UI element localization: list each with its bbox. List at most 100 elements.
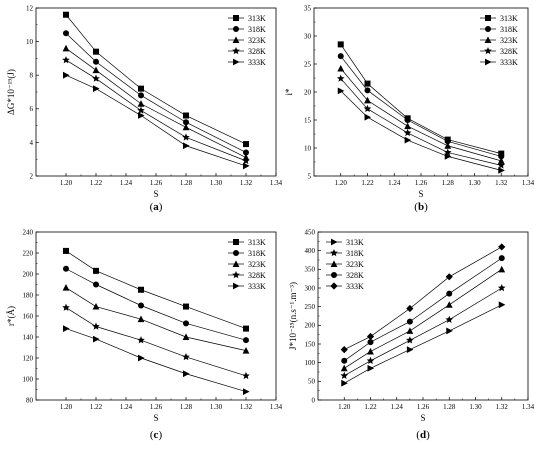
y-tick-label: 120: [23, 354, 34, 362]
y-tick-label: 250: [305, 303, 316, 311]
data-point-318K: [364, 87, 371, 94]
legend-label: 318K: [346, 249, 364, 258]
x-tick-label: 1.22: [361, 179, 374, 187]
data-point-318K: [497, 284, 506, 292]
x-tick-label: 1.24: [388, 179, 401, 187]
legend-label: 333K: [346, 282, 364, 291]
data-point-313K: [138, 286, 144, 293]
data-point-313K: [93, 48, 99, 55]
legend-marker: [232, 47, 240, 55]
legend-marker: [330, 260, 338, 267]
data-point-333K: [404, 136, 412, 144]
data-point-328K: [62, 303, 70, 311]
y-tick-label: 50: [308, 378, 316, 386]
data-point-328K: [497, 161, 506, 169]
panel-caption: (d): [416, 429, 430, 441]
data-point-318K: [498, 153, 505, 160]
series-line-328K: [344, 257, 502, 362]
series-line-313K: [65, 250, 247, 329]
legend-label: 313K: [248, 14, 266, 23]
y-tick-label: 6: [30, 105, 34, 113]
data-point-318K: [337, 53, 344, 60]
data-point-323K: [406, 327, 414, 334]
y-tick-label: 100: [23, 375, 34, 383]
data-point-328K: [92, 74, 100, 82]
data-point-323K: [404, 122, 412, 130]
data-point-313K: [446, 327, 453, 335]
x-tick-label: 1.32: [240, 179, 253, 187]
data-point-313K: [138, 85, 144, 92]
x-tick-label: 1.34: [270, 179, 283, 187]
x-tick-label: 1.30: [469, 403, 482, 411]
y-tick-label: 450: [305, 228, 316, 236]
data-point-318K: [445, 315, 454, 323]
legend-marker: [331, 272, 337, 278]
legend-marker: [232, 36, 240, 43]
x-tick-label: 1.20: [335, 179, 348, 187]
x-tick-label: 1.28: [443, 403, 456, 411]
data-point-323K: [62, 44, 70, 52]
x-tick-label: 1.34: [522, 403, 535, 411]
data-point-328K: [498, 255, 505, 262]
data-point-333K: [243, 388, 250, 395]
y-tick-label: 25: [304, 60, 312, 68]
legend-marker: [484, 36, 492, 43]
legend-marker: [233, 26, 239, 32]
data-point-313K: [183, 303, 189, 310]
data-point-318K: [138, 302, 144, 309]
legend-marker: [233, 15, 239, 21]
legend-marker: [232, 271, 240, 279]
legend-label: 328K: [346, 271, 364, 280]
x-tick-label: 1.30: [210, 179, 223, 187]
data-point-313K: [498, 301, 506, 309]
y-tick-label: 140: [23, 333, 34, 341]
series-line-313K: [65, 14, 247, 145]
legend-label: 323K: [500, 36, 518, 45]
x-tick-label: 1.26: [417, 403, 430, 411]
series-line-323K: [65, 48, 247, 158]
panel-caption: (b): [414, 201, 428, 213]
data-point-318K: [243, 149, 249, 156]
data-point-328K: [137, 106, 145, 114]
legend-marker: [233, 282, 240, 290]
legend-marker: [330, 282, 338, 290]
data-point-323K: [137, 100, 145, 107]
series-line-313K: [340, 44, 502, 154]
legend-label: 328K: [248, 271, 266, 280]
y-tick-label: 400: [305, 247, 316, 255]
x-tick-label: 1.32: [495, 179, 508, 187]
data-point-328K: [92, 322, 100, 330]
panel-a: 1.20 1.22 1.24 1.26 1.28 1.30 1.32 1.34 2 4 6 8 10 12…: [6, 4, 283, 213]
y-tick-label: 180: [23, 291, 34, 299]
x-axis-label: S: [153, 413, 158, 423]
x-tick-label: 1.30: [210, 403, 223, 411]
y-tick-label: 100: [305, 359, 316, 367]
data-point-313K: [243, 141, 249, 148]
y-axis-label: ΔG*10⁻¹⁹(J): [6, 69, 16, 115]
data-point-333K: [498, 167, 505, 174]
panel-caption: (c): [150, 429, 163, 441]
y-tick-label: 15: [304, 116, 312, 124]
data-point-323K: [62, 284, 70, 291]
y-tick-label: 30: [304, 32, 312, 40]
x-tick-label: 1.32: [496, 403, 509, 411]
legend-label: 333K: [500, 58, 518, 67]
x-axis-label: S: [420, 413, 425, 423]
data-point-333K: [138, 112, 145, 119]
y-axis-label: i*: [284, 88, 294, 96]
y-tick-label: 350: [305, 266, 316, 274]
data-point-313K: [367, 364, 375, 372]
data-point-323K: [92, 302, 100, 310]
data-point-318K: [366, 356, 375, 365]
data-point-328K: [403, 128, 412, 137]
data-point-333K: [366, 332, 375, 341]
data-point-333K: [93, 335, 100, 343]
data-point-333K: [406, 304, 414, 313]
y-tick-label: 200: [305, 322, 316, 330]
legend-marker: [233, 250, 239, 256]
y-axis-label: r*(Å): [6, 306, 16, 326]
y-tick-label: 5: [308, 172, 312, 180]
data-point-323K: [242, 347, 250, 354]
plot-frame: [313, 7, 529, 177]
legend-marker: [485, 58, 492, 66]
